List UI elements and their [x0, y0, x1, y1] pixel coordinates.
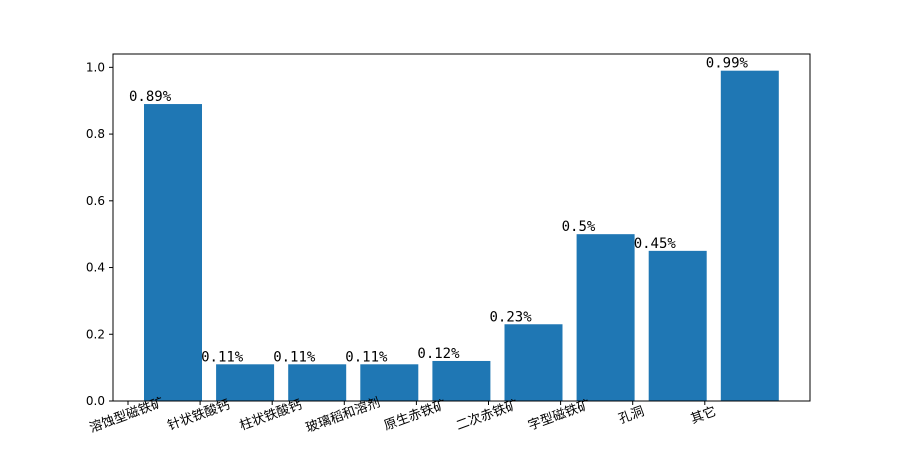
x-tick-label-9: 其它: [688, 403, 718, 427]
y-tick-label-4: 0.6: [86, 194, 105, 208]
data-label-8: 0.45%: [634, 236, 677, 252]
data-label-2: 0.11%: [201, 349, 244, 365]
data-label-5: 0.12%: [417, 346, 460, 362]
bar-6: [504, 324, 563, 401]
bar-5: [432, 360, 491, 401]
x-tick-label-5: 原生赤铁矿: [382, 398, 448, 434]
y-tick-label-5: 0.8: [86, 127, 105, 141]
bar-9: [720, 70, 779, 402]
y-tick-label-1: 0.0: [86, 394, 105, 408]
bar-7: [576, 234, 635, 401]
plot-frame: [112, 53, 811, 402]
x-tick-label-7: 字型磁铁矿: [526, 398, 592, 434]
bar-1: [144, 104, 202, 401]
data-label-1: 0.89%: [129, 89, 172, 105]
x-tick-label-2: 针状铁酸钙: [166, 398, 232, 434]
y-axis: 0.0 0.2 0.4 0.6 0.8 1.0: [86, 60, 113, 408]
data-label-3: 0.11%: [273, 349, 316, 365]
x-tick-label-6: 二次赤铁矿: [454, 397, 521, 434]
bar-3: [288, 364, 347, 401]
bar-2: [216, 364, 275, 401]
bar-8: [648, 250, 707, 401]
y-tick-label-2: 0.2: [86, 327, 105, 341]
data-label-7: 0.5%: [562, 219, 596, 235]
bar-4: [360, 364, 419, 401]
y-tick-label-6: 1.0: [86, 60, 105, 74]
data-label-9: 0.99%: [706, 56, 749, 72]
data-label-6: 0.23%: [490, 309, 533, 325]
data-labels-group: 0.89% 0.11% 0.11% 0.11% 0.12% 0.23% 0.5% 0.45% 0…: [129, 56, 749, 366]
bars-group: [144, 70, 779, 402]
x-tick-label-8: 孔洞: [617, 404, 647, 427]
data-label-4: 0.11%: [345, 349, 388, 365]
y-tick-label-3: 0.4: [86, 261, 105, 275]
x-tick-label-3: 柱状铁酸钙: [238, 398, 304, 434]
